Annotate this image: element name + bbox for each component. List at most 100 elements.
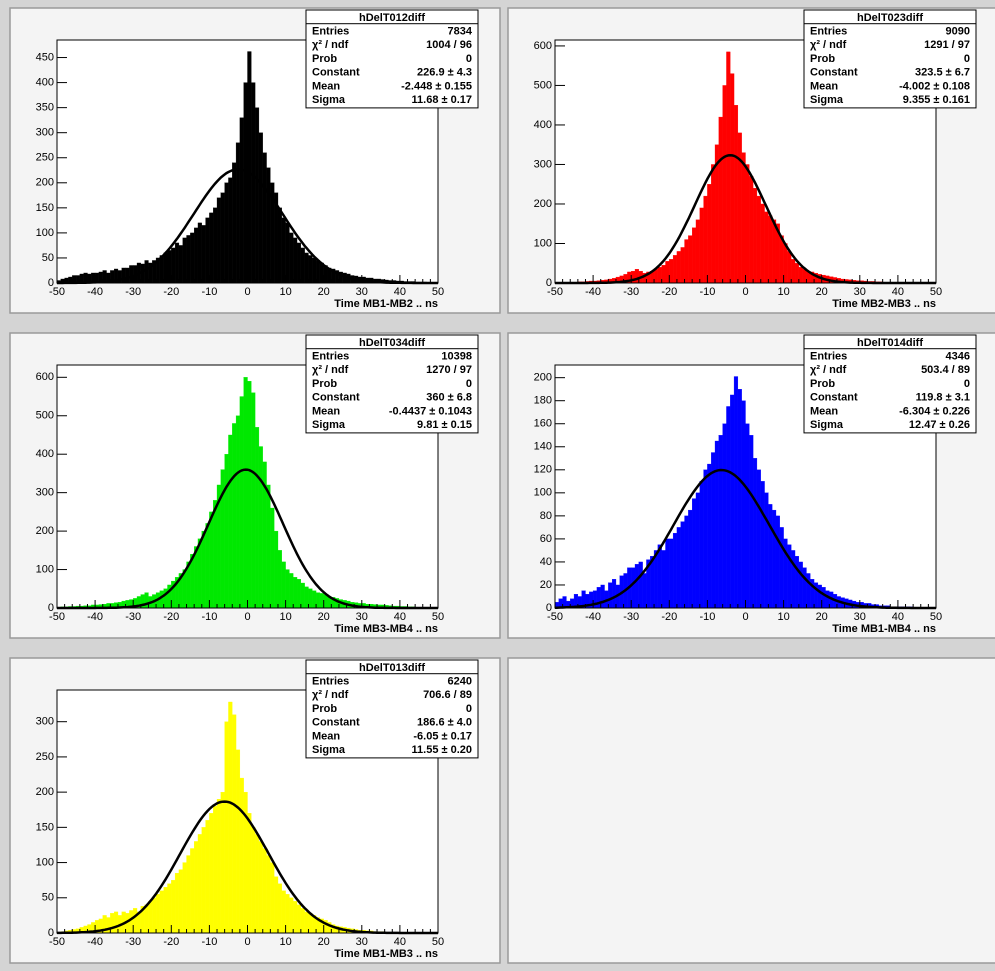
stats-value: 9090 <box>946 25 970 37</box>
y-tick-label: 0 <box>546 277 552 289</box>
y-tick-label: 100 <box>36 856 54 868</box>
histogram-bar <box>718 435 723 609</box>
y-tick-label: 300 <box>36 716 54 728</box>
y-tick-label: 100 <box>534 487 552 499</box>
histogram-bar <box>186 235 191 284</box>
histogram-bar <box>669 259 674 284</box>
histogram-bar <box>144 904 149 934</box>
y-tick-label: 200 <box>36 177 54 189</box>
histogram-bar <box>197 538 202 609</box>
x-tick-label: -50 <box>547 611 563 623</box>
histogram-bar <box>266 167 271 284</box>
histogram-bar <box>296 904 301 934</box>
histogram-bar <box>247 380 252 609</box>
histogram-bar <box>760 481 765 609</box>
x-tick-label: 10 <box>279 286 291 298</box>
histogram-bar <box>194 841 199 934</box>
histogram-bar <box>642 573 647 609</box>
histogram-bar <box>737 389 742 609</box>
x-tick-label: -30 <box>125 936 141 948</box>
histogram-bar <box>695 219 700 284</box>
x-tick-label: 20 <box>816 611 828 623</box>
histogram-bar <box>300 908 305 934</box>
histogram-bar <box>692 498 697 609</box>
x-tick-label: -10 <box>201 936 217 948</box>
stats-name: Mean <box>810 405 838 417</box>
stats-name: Sigma <box>312 94 346 106</box>
stats-title: hDelT013diff <box>359 662 425 674</box>
stats-box <box>305 659 479 759</box>
histogram-bar <box>232 423 237 609</box>
histogram-bar <box>201 827 206 934</box>
fit-curve <box>555 468 936 610</box>
y-tick-label: 0 <box>48 277 54 289</box>
x-tick-label: 0 <box>244 286 250 298</box>
histogram-bar <box>802 269 807 284</box>
y-tick-label: 600 <box>534 40 552 52</box>
stats-title-box <box>803 9 977 25</box>
x-tick-label: 10 <box>279 611 291 623</box>
histogram-bar <box>722 85 727 284</box>
histogram-bar <box>148 901 153 934</box>
y-tick-label: 200 <box>36 525 54 537</box>
stats-value: 226.9 ± 4.3 <box>417 67 472 79</box>
stats-title: hDelT023diff <box>857 12 923 24</box>
histogram-bar <box>612 579 617 609</box>
stats-name: Constant <box>810 67 858 79</box>
histogram-bar <box>228 701 233 934</box>
histogram-bar <box>661 265 666 284</box>
histogram-bar <box>791 259 796 284</box>
histogram-bar <box>657 267 662 284</box>
histogram-bar <box>764 211 769 284</box>
histogram-bar <box>707 463 712 609</box>
stats-value: 503.4 / 89 <box>921 364 970 376</box>
histogram-bar <box>121 267 126 284</box>
stats-name: χ² / ndf <box>312 364 349 376</box>
x-tick-label: 0 <box>742 611 748 623</box>
histogram-bar <box>634 564 639 609</box>
x-tick-label: -10 <box>201 286 217 298</box>
stats-value: 6240 <box>448 675 472 687</box>
histogram-bar <box>711 164 716 284</box>
stats-value: 0 <box>466 378 472 390</box>
stats-name: Mean <box>810 80 838 92</box>
histogram-bar <box>182 862 187 934</box>
histogram-bar <box>787 251 792 284</box>
histogram-bar <box>262 848 267 934</box>
stats-box <box>803 334 977 434</box>
histogram-bar <box>133 908 138 934</box>
x-axis-label: Time MB1-MB2 .. ns <box>334 298 438 310</box>
histogram-bar <box>277 883 282 934</box>
histogram-bar <box>258 841 263 934</box>
histogram-bar <box>220 192 225 284</box>
histogram-bar <box>775 515 780 609</box>
histogram-bar <box>285 569 290 609</box>
histogram-bar <box>129 910 134 934</box>
histogram-bar <box>707 184 712 284</box>
histogram-bar <box>201 225 206 284</box>
histogram-bar <box>741 152 746 284</box>
x-tick-label: -40 <box>87 611 103 623</box>
histogram-bar <box>638 561 643 609</box>
stats-box <box>305 9 479 109</box>
x-tick-label: 30 <box>356 611 368 623</box>
histogram-bar <box>312 257 317 284</box>
histogram-bar <box>171 880 176 934</box>
x-tick-label: -20 <box>163 611 179 623</box>
x-tick-label: 0 <box>742 286 748 298</box>
histogram-bar <box>741 400 746 609</box>
stats-name: χ² / ndf <box>810 364 847 376</box>
histogram-bar <box>178 245 183 284</box>
y-tick-label: 50 <box>42 892 54 904</box>
histogram-bar <box>216 799 221 934</box>
x-tick-label: 30 <box>854 611 866 623</box>
histogram-bar <box>684 515 689 609</box>
histogram-bar <box>167 250 172 284</box>
stats-value: 10398 <box>441 350 472 362</box>
histogram-bar <box>300 582 305 609</box>
stats-value: 9.355 ± 0.161 <box>903 94 970 106</box>
histogram-bar <box>308 588 313 609</box>
x-tick-label: 50 <box>432 611 444 623</box>
y-tick-label: 40 <box>540 556 552 568</box>
histogram-bar <box>300 247 305 284</box>
